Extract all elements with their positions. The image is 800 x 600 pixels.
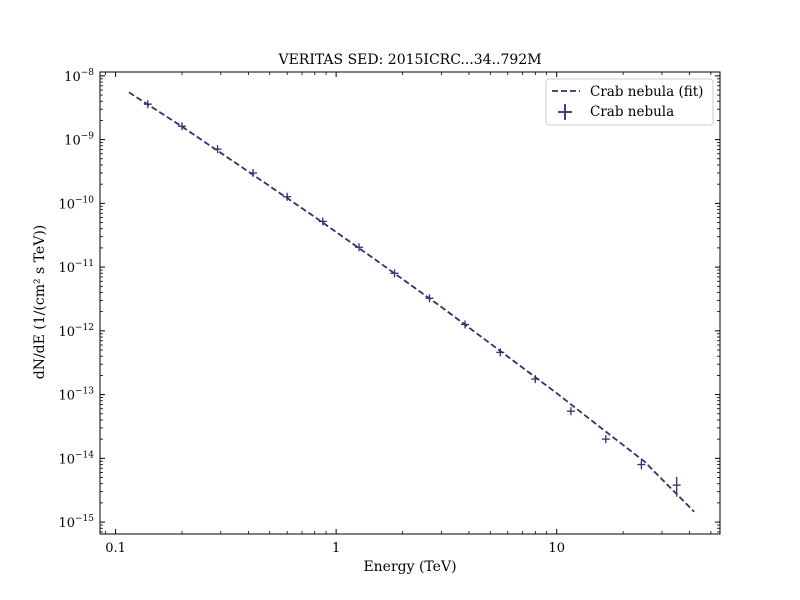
data-point: [249, 168, 258, 177]
y-tick-label: 10−10: [58, 195, 94, 212]
y-tick-label: 10−13: [58, 387, 94, 404]
y-tick-label: 10−11: [58, 259, 94, 276]
data-point: [461, 320, 470, 329]
legend-box: [545, 78, 714, 126]
plot-frame: [99, 71, 721, 535]
data-point: [143, 100, 152, 109]
data-point: [566, 407, 575, 416]
y-tick-label: 10−14: [58, 450, 94, 467]
data-point: [283, 192, 292, 201]
y-tick-label: 10−8: [64, 68, 94, 85]
data-point: [672, 476, 681, 497]
legend: Crab nebula (fit) Crab nebula: [545, 78, 714, 126]
fit-line: [128, 91, 695, 513]
y-tick-label: 10−12: [58, 323, 94, 340]
data-point: [318, 217, 327, 226]
data-point: [425, 294, 434, 303]
data-point: [601, 435, 610, 444]
x-tick-label: 1: [332, 541, 340, 556]
data-point: [637, 460, 646, 470]
y-tick-label: 10−9: [64, 132, 94, 149]
y-axis-label: dN/dE (1/(cm² s TeV)): [32, 225, 48, 380]
legend-fit-label: Crab nebula (fit): [590, 84, 703, 100]
data-point: [496, 348, 505, 357]
x-tick-label: 10: [548, 541, 565, 556]
plot-marks: [128, 91, 695, 513]
data-point: [177, 122, 186, 131]
data-point: [213, 145, 222, 154]
x-tick-label: 0.1: [105, 541, 126, 556]
y-tick-label: 10−15: [58, 514, 94, 531]
chart-title: VERITAS SED: 2015ICRC...34..792M: [277, 52, 541, 68]
legend-points-label: Crab nebula: [590, 104, 674, 120]
data-point: [355, 243, 364, 252]
x-axis-label: Energy (TeV): [363, 559, 456, 575]
data-point: [531, 375, 540, 384]
data-point: [390, 269, 399, 278]
axis-ticks: 0.1 1 10 10−15 10−14 10−13 10−12 10−11 10−10 10−9…: [58, 68, 720, 556]
